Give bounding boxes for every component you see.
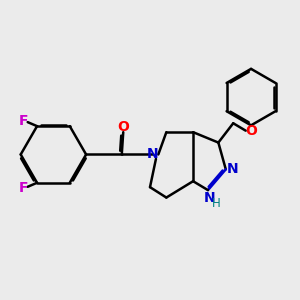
Text: F: F: [19, 181, 28, 195]
Text: H: H: [212, 197, 221, 210]
Text: N: N: [204, 191, 215, 206]
Text: N: N: [147, 148, 159, 161]
Text: O: O: [245, 124, 257, 138]
Text: F: F: [19, 114, 28, 128]
Text: O: O: [117, 120, 129, 134]
Text: N: N: [226, 162, 238, 176]
